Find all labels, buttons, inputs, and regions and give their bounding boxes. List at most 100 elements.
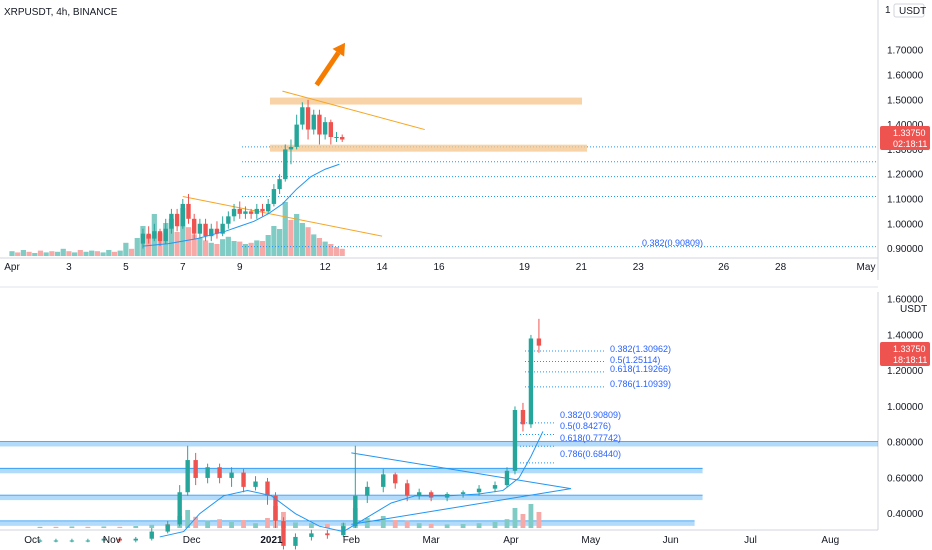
bottom-horizontal-bands [0,441,878,526]
top-candle-body-25 [283,149,288,180]
bottom-triangle-pattern [351,452,571,525]
top-candle-body-5 [169,213,174,229]
bottom-band-0 [0,441,878,447]
top-volume-bar-48 [282,202,288,256]
bottom-candle-23 [341,522,346,537]
bottom-volume-bar-36 [512,508,518,528]
bottom-x-tick-0: Oct [24,535,40,546]
top-volume-bar-57 [333,247,340,256]
bottom-candle-25 [365,481,370,503]
bottom-candle-body-27 [393,474,398,484]
triangle-upper-line [351,452,571,490]
bottom-volume-bar-20 [293,522,298,528]
top-candle-2 [152,223,157,242]
top-x-tick-1: 3 [66,262,72,273]
bottom-candle-body-30 [428,492,434,498]
bottom-candle-34 [492,481,498,493]
bottom-price-axis: 1.60000 1.40000 1.20000 1.00000 0.80000 0.600… [887,295,924,521]
top-axis-top-label: 1 [885,5,891,16]
top-volume-bar-47 [276,229,283,256]
top-candle-body-24 [277,179,282,190]
triangle-lower-line [351,488,571,525]
fib-lower-0: 0.382(0.90809) [560,410,621,420]
top-volume-bar-42 [248,242,254,256]
bottom-fib-lines [520,350,605,464]
top-candle-21 [260,203,265,217]
top-candle-35 [340,134,345,142]
top-candle-body-4 [163,228,168,242]
bottom-volume-bar-29 [416,523,422,528]
top-y-tick-8: 0.90000 [887,244,924,255]
top-volume-bar-52 [305,227,311,256]
bottom-candle-32 [460,490,466,498]
bottom-volume-bar-11 [193,516,199,528]
bottom-candle-body-1 [53,540,59,542]
top-volume-bar-49 [288,220,294,256]
bottom-candle-21 [309,529,314,541]
top-horizontal-zones [270,97,587,152]
bottom-candle-body-23 [341,526,346,536]
bottom-candle-16 [253,476,258,491]
bottom-candle-body-17 [265,481,270,496]
bottom-candle-11 [193,452,198,486]
bottom-candle-body-14 [229,472,234,478]
top-volume-bar-3 [26,251,32,256]
top-candle-body-33 [328,122,334,137]
bottom-volume-bar-7 [149,524,155,528]
top-candle-19 [248,208,254,219]
bottom-candle-13 [217,463,222,484]
top-trendline-1 [182,196,383,237]
bottom-candle-body-10 [185,460,190,493]
bottom-x-tick-5: Mar [423,535,441,546]
top-x-tick-7: 16 [433,262,445,273]
bottom-volume-bar-35 [504,519,510,528]
top-volume-bar-44 [259,241,266,256]
top-volume-bar-32 [191,234,197,256]
bottom-time-axis: Oct Nov Dec 2021 Feb Mar Apr May Jun Jul Aug [24,535,839,546]
top-volume-bar-41 [242,244,249,256]
top-candle-body-11 [203,223,208,237]
top-currency-label: USDT [899,6,926,17]
top-moving-average-line [142,163,340,247]
bottom-candle-body-34 [492,485,498,489]
top-x-tick-4: 9 [237,262,243,273]
top-volume-bar-10 [66,251,72,256]
top-volume-bar-51 [299,223,305,256]
bottom-candle-14 [229,467,234,487]
top-volume-bar-33 [197,238,203,256]
top-volume-bar-31 [185,227,192,256]
top-y-tick-0: 1.70000 [887,46,924,57]
bottom-volume-bar-5 [117,526,123,528]
top-support-zone [270,144,587,152]
top-trendline-0 [282,90,425,131]
bottom-candle-body-22 [325,533,330,536]
top-currency-badge[interactable]: 1 USDT [885,3,926,18]
bottom-candle-39 [536,318,542,353]
bottom-candle-body-0 [37,540,43,542]
bottom-candle-body-39 [536,338,542,346]
top-volume-bar-15 [94,251,100,256]
bottom-x-tick-2: Dec [183,535,201,546]
top-candle-body-19 [248,211,254,214]
top-candle-26 [288,139,294,165]
top-candle-33 [328,119,334,145]
bottom-candle-body-6 [133,538,138,541]
top-x-tick-12: 28 [775,262,787,273]
bottom-candle-body-15 [241,472,246,487]
top-volume-bar-34 [202,240,209,256]
bottom-volume-bar-17 [265,518,270,528]
bottom-candle-body-20 [293,536,298,546]
bottom-candle-body-13 [217,467,222,478]
bottom-volume-bar-10 [185,510,191,528]
bottom-moving-average-line [159,431,544,538]
top-y-tick-6: 1.10000 [887,194,924,205]
bottom-candle-24 [353,445,358,528]
top-volume-bar-21 [128,248,135,256]
bottom-x-tick-7: May [581,535,600,546]
top-volume-bar-28 [168,218,175,256]
top-x-tick-10: 23 [633,262,645,273]
bottom-band-3 [0,520,695,526]
top-time-axis: Apr 3 5 7 9 12 14 16 19 21 23 26 28 May [4,262,875,273]
bottom-candle-body-28 [405,483,410,496]
top-x-tick-8: 19 [519,262,531,273]
